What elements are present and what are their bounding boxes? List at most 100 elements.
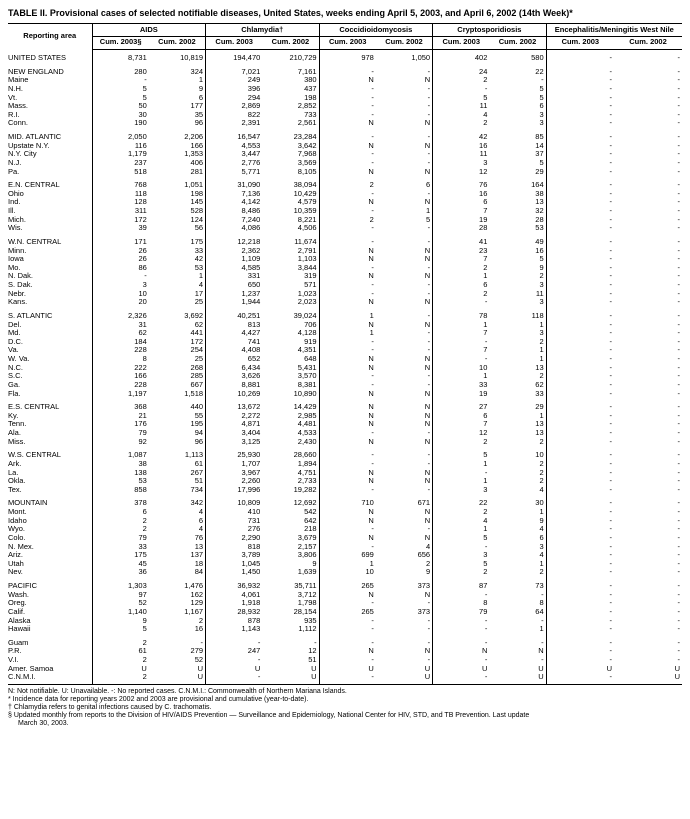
value-cell: 16 — [149, 625, 206, 634]
value-cell: 2 — [433, 508, 490, 517]
value-cell: - — [614, 508, 682, 517]
value-cell: - — [546, 94, 614, 103]
value-cell: 3 — [489, 119, 546, 128]
table-row: PACIFIC1,3031,47636,93235,7112653738773-… — [8, 577, 682, 591]
value-cell: 5 — [433, 534, 490, 543]
value-cell: 373 — [376, 577, 433, 591]
value-cell: - — [546, 634, 614, 648]
value-cell: 33 — [489, 390, 546, 399]
value-cell: - — [614, 338, 682, 347]
value-cell: 5 — [92, 625, 149, 634]
value-cell: 4,086 — [206, 224, 263, 233]
table-title: TABLE II. Provisional cases of selected … — [8, 8, 682, 19]
area-cell: Fla. — [8, 390, 92, 399]
area-cell: Wis. — [8, 224, 92, 233]
value-cell: N — [319, 76, 376, 85]
value-cell: - — [376, 281, 433, 290]
value-cell: 6 — [433, 198, 490, 207]
value-cell: 10 — [433, 364, 490, 373]
value-cell: - — [92, 272, 149, 281]
value-cell: - — [546, 364, 614, 373]
value-cell: - — [546, 446, 614, 460]
table-row: MOUNTAIN37834210,80912,6927106712230-- — [8, 494, 682, 508]
value-cell: N — [319, 247, 376, 256]
value-cell: - — [376, 224, 433, 233]
value-cell: 10 — [319, 568, 376, 577]
value-cell: - — [614, 543, 682, 552]
value-cell: - — [614, 128, 682, 142]
value-cell: 1,140 — [92, 608, 149, 617]
value-cell: - — [319, 281, 376, 290]
table-row: Oreg.521291,9181,798--88-- — [8, 599, 682, 608]
value-cell: - — [433, 85, 490, 94]
value-cell: - — [546, 50, 614, 63]
value-cell: 10,819 — [149, 50, 206, 63]
table-row: Ill.3115288,48610,359-1732-- — [8, 207, 682, 216]
sub-5: Cum. 2002 — [376, 37, 433, 50]
value-cell: 31,090 — [206, 176, 263, 190]
area-cell: Pa. — [8, 168, 92, 177]
value-cell: 118 — [489, 307, 546, 321]
table-row: Mo.86534,5853,844--29-- — [8, 264, 682, 273]
area-cell: Kans. — [8, 298, 92, 307]
value-cell: 5 — [489, 94, 546, 103]
value-cell: 2 — [489, 272, 546, 281]
value-cell: N — [319, 142, 376, 151]
table-row: S. Dak.34650571--63-- — [8, 281, 682, 290]
value-cell: 14,429 — [262, 398, 319, 412]
area-cell: W.S. CENTRAL — [8, 446, 92, 460]
area-cell: Ga. — [8, 381, 92, 390]
value-cell: - — [319, 264, 376, 273]
value-cell: - — [546, 420, 614, 429]
value-cell: - — [546, 673, 614, 684]
value-cell: - — [546, 486, 614, 495]
table-row: MID. ATLANTIC2,0502,20616,54723,284--428… — [8, 128, 682, 142]
table-row: Hawaii5161,1431,112---1-- — [8, 625, 682, 634]
value-cell: 378 — [92, 494, 149, 508]
value-cell: N — [376, 255, 433, 264]
value-cell: - — [433, 543, 490, 552]
value-cell: 2,430 — [262, 438, 319, 447]
value-cell: - — [376, 446, 433, 460]
value-cell: - — [614, 420, 682, 429]
value-cell: - — [319, 63, 376, 77]
table-row: Calif.1,1401,16728,93228,1542653737964-- — [8, 608, 682, 617]
value-cell: - — [546, 346, 614, 355]
value-cell: 73 — [489, 577, 546, 591]
table-row: Conn.190962,3912,561NN23-- — [8, 119, 682, 128]
value-cell: 36,932 — [206, 577, 263, 591]
value-cell: 2 — [376, 560, 433, 569]
value-cell: 4 — [489, 551, 546, 560]
table-row: Mich.1721247,2408,221251928-- — [8, 216, 682, 225]
value-cell: - — [546, 198, 614, 207]
value-cell: 2 — [489, 568, 546, 577]
value-cell: - — [546, 85, 614, 94]
value-cell: - — [546, 207, 614, 216]
value-cell: - — [319, 150, 376, 159]
table-row: Idaho26731642NN49-- — [8, 517, 682, 526]
value-cell: - — [614, 216, 682, 225]
header-crypto: Cryptosporidiosis — [433, 23, 547, 37]
value-cell: 22 — [433, 494, 490, 508]
value-cell: 2,206 — [149, 128, 206, 142]
value-cell: 41 — [433, 233, 490, 247]
table-row: Wash.971624,0613,712NN---- — [8, 591, 682, 600]
value-cell: U — [546, 665, 614, 674]
value-cell: U — [376, 673, 433, 684]
value-cell: 78 — [433, 307, 490, 321]
value-cell: 1 — [376, 207, 433, 216]
value-cell: 1 — [319, 307, 376, 321]
value-cell: 768 — [92, 176, 149, 190]
value-cell: 2,023 — [262, 298, 319, 307]
value-cell: N — [319, 438, 376, 447]
value-cell: - — [319, 128, 376, 142]
value-cell: 656 — [376, 551, 433, 560]
value-cell: N — [319, 398, 376, 412]
value-cell: 64 — [489, 608, 546, 617]
value-cell: 1 — [319, 329, 376, 338]
value-cell: 4 — [489, 486, 546, 495]
value-cell: 247 — [206, 647, 263, 656]
table-row: N.C.2222686,4345,431NN1013-- — [8, 364, 682, 373]
value-cell: 978 — [319, 50, 376, 63]
table-row: Ga.2286678,8818,381--3362-- — [8, 381, 682, 390]
